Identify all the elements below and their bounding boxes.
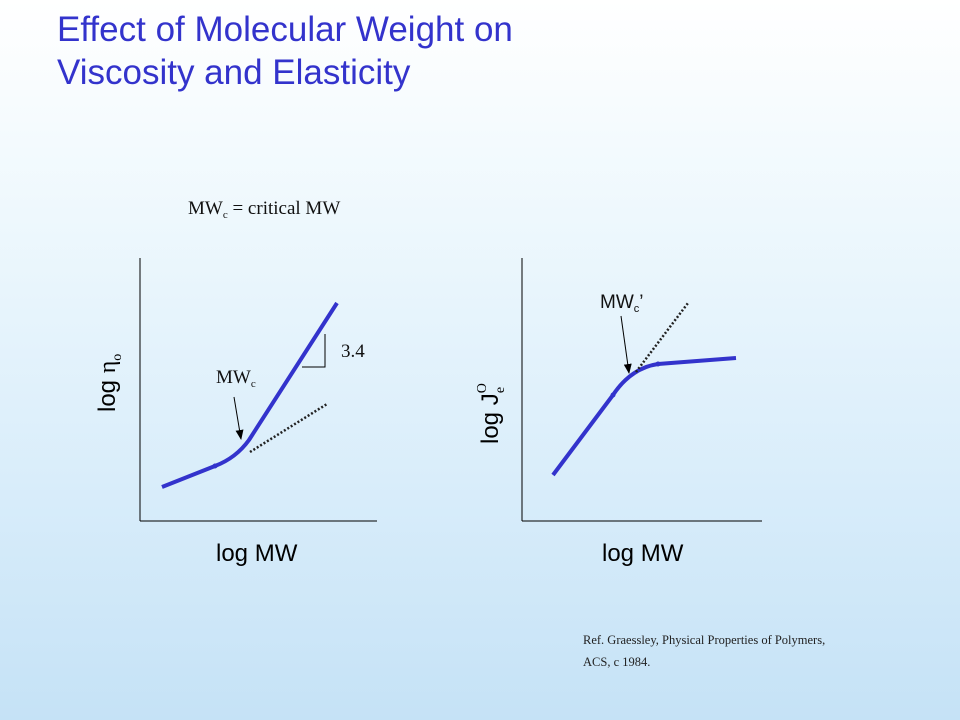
slide-title-line-2: Viscosity and Elasticity xyxy=(57,53,411,92)
left-y-axis-label: log ηo xyxy=(94,354,125,412)
critical-mw-definition: MWc = critical MW xyxy=(188,198,340,221)
slope-triangle xyxy=(302,334,326,368)
compliance-curve-joint-lower xyxy=(610,392,616,398)
right-mwc-prime-label: MWc’ xyxy=(600,292,644,315)
right-mwc-arrow xyxy=(620,315,632,374)
elasticity-plot: log JO e log MW MWc’ xyxy=(475,258,762,567)
viscosity-extrapolation-dotted xyxy=(249,402,328,454)
compliance-curve-joint-upper xyxy=(655,361,661,367)
compliance-extrapolation-dotted xyxy=(635,302,689,373)
left-x-axis-label: log MW xyxy=(216,540,298,567)
reference-citation: Ref. Graessley, Physical Properties of P… xyxy=(583,629,923,673)
viscosity-curve-joint xyxy=(212,463,218,469)
viscosity-plot: log ηo log MW 3.4 MWc xyxy=(94,258,377,567)
slope-label: 3.4 xyxy=(341,341,365,362)
slide-title: Effect of Molecular Weight on Viscosity … xyxy=(57,8,917,94)
right-x-axis-label: log MW xyxy=(602,540,684,567)
right-y-axis-label: log JO e xyxy=(475,383,508,444)
reference-line-2: ACS, c 1984. xyxy=(583,655,651,669)
viscosity-curve xyxy=(161,301,339,489)
slide-title-line-1: Effect of Molecular Weight on xyxy=(57,10,513,49)
compliance-curve xyxy=(551,356,737,477)
left-mwc-label: MWc xyxy=(216,367,256,390)
left-mwc-arrow xyxy=(233,396,244,440)
reference-line-1: Ref. Graessley, Physical Properties of P… xyxy=(583,633,826,647)
